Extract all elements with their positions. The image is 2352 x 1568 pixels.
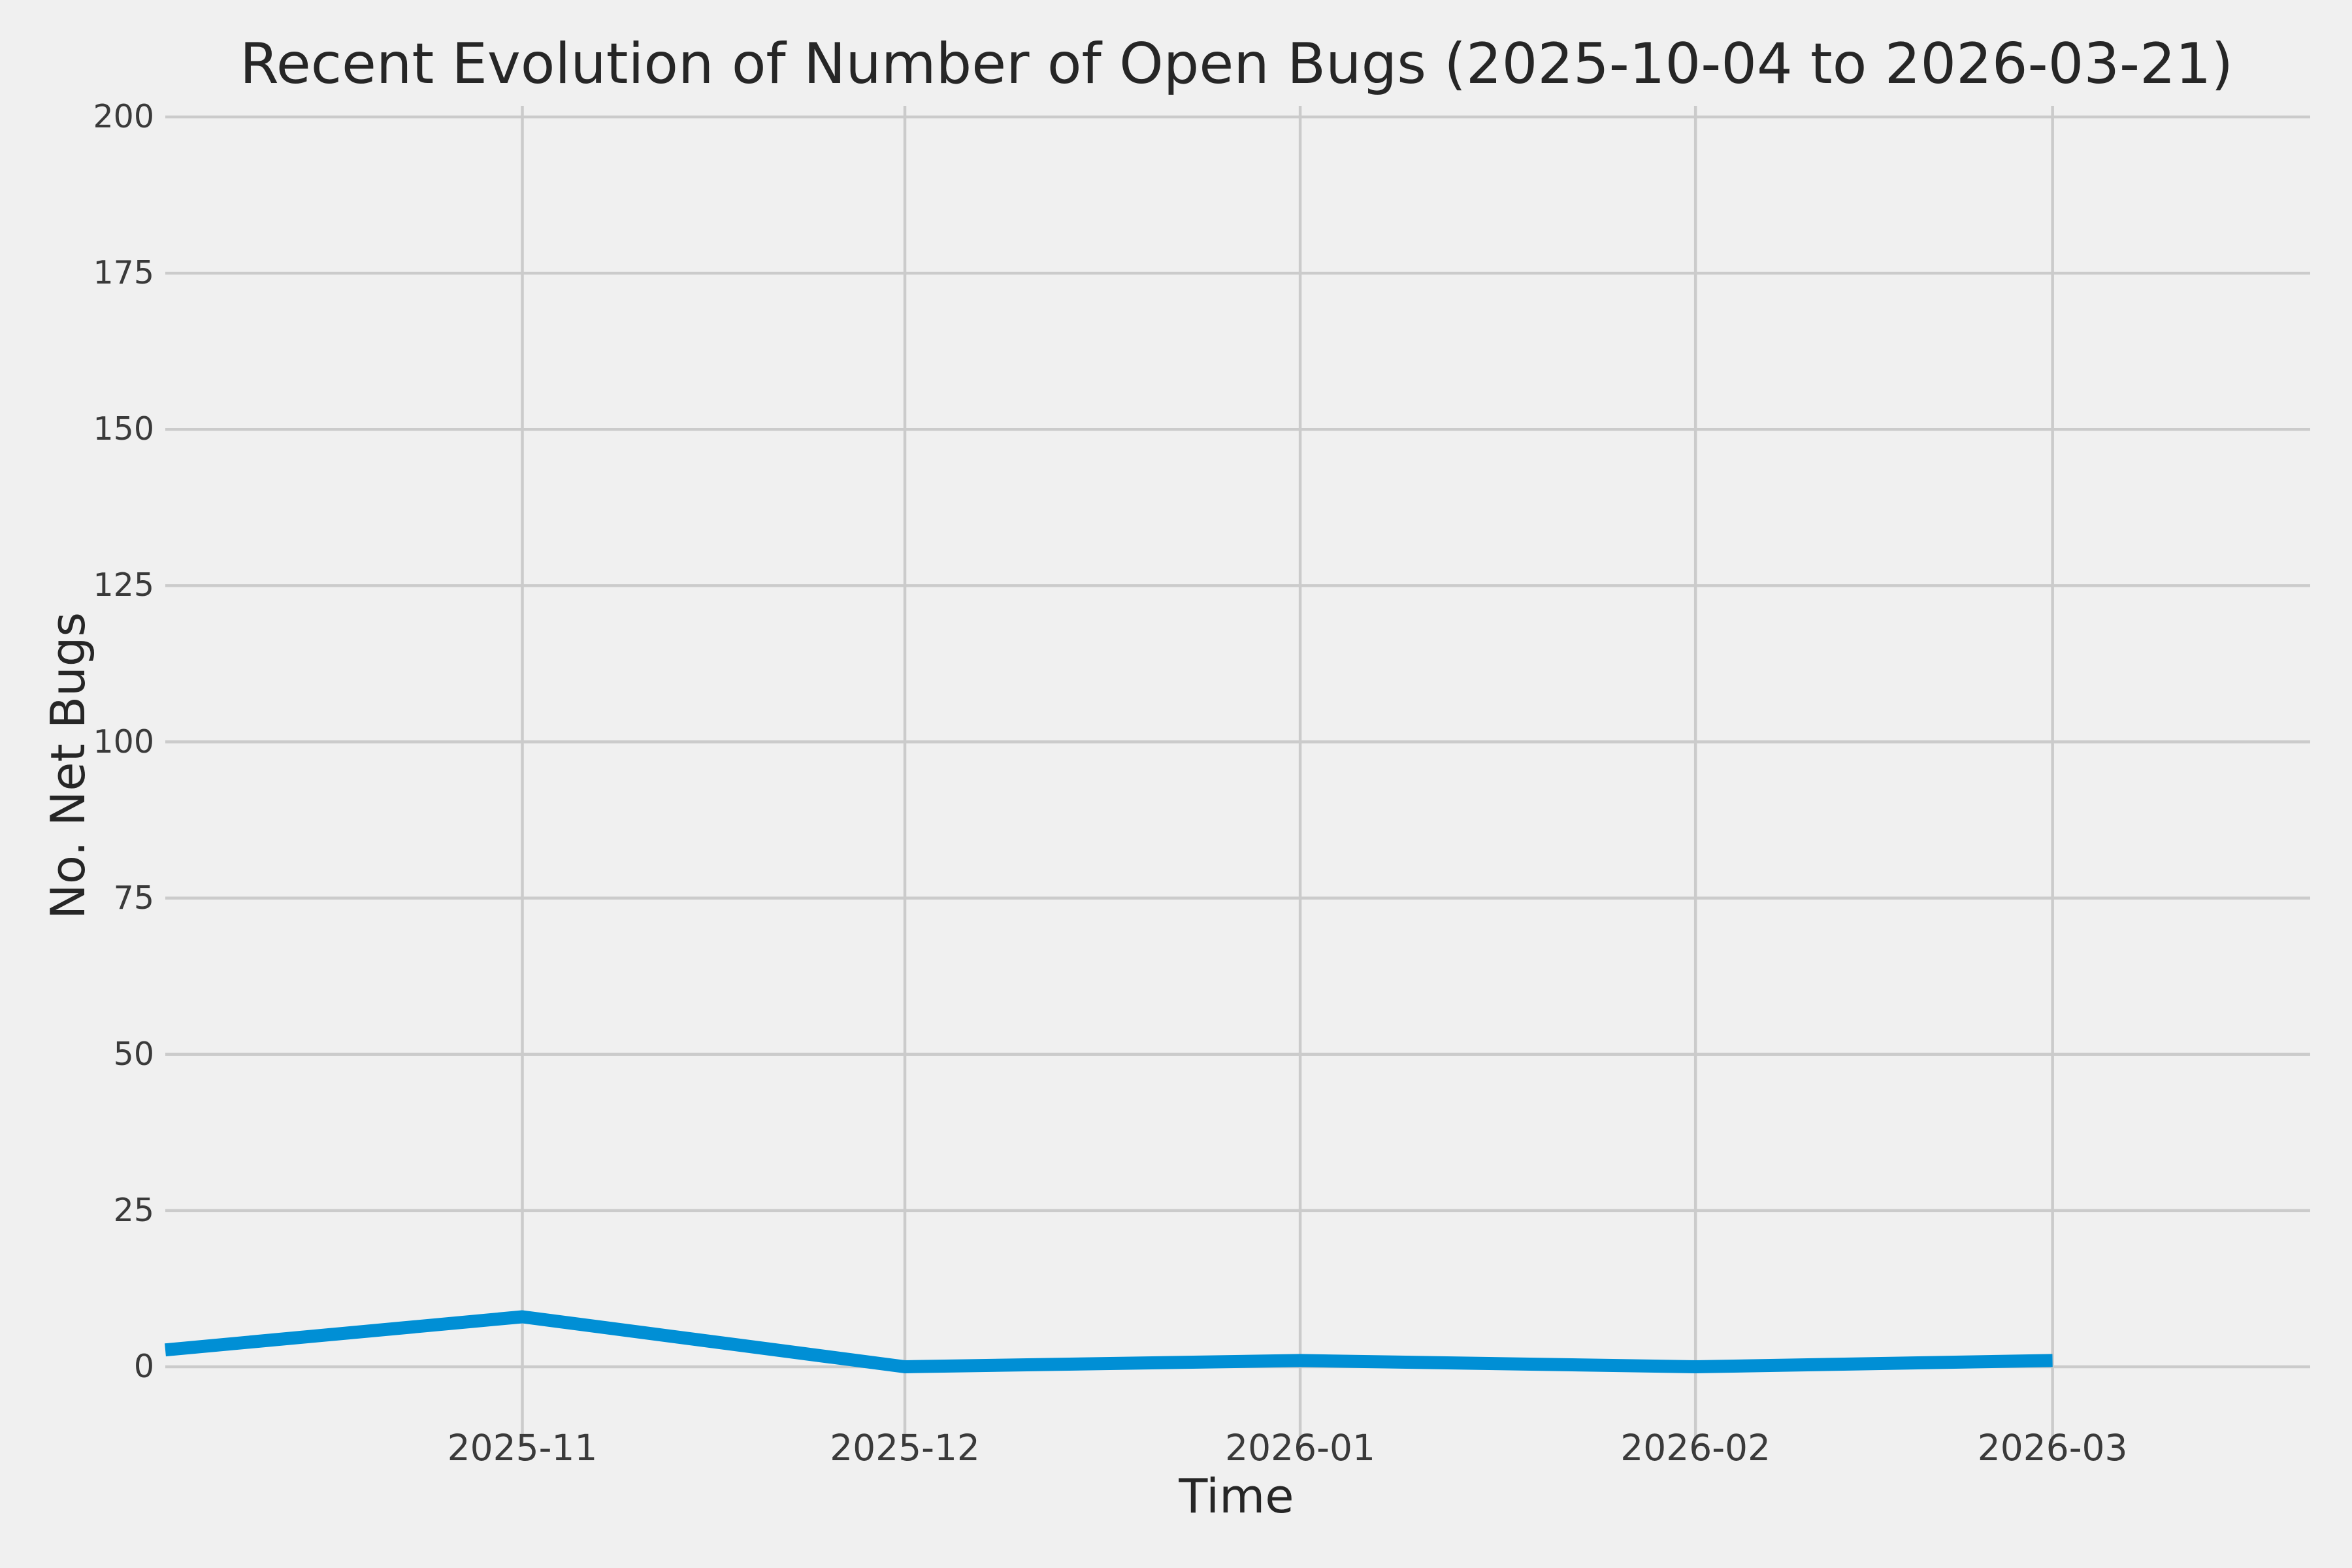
y-tick-label: 200 — [93, 98, 154, 135]
y-tick-label: 0 — [133, 1348, 154, 1385]
y-tick-label: 150 — [93, 410, 154, 448]
y-axis-label: No. Net Bugs — [41, 612, 95, 919]
x-tick-label: 2026-02 — [1620, 1427, 1771, 1469]
y-tick-label: 25 — [113, 1191, 154, 1229]
x-tick-label: 2025-12 — [830, 1427, 980, 1469]
chart-title: Recent Evolution of Number of Open Bugs … — [239, 31, 2234, 97]
y-tick-label: 50 — [113, 1035, 154, 1073]
y-tick-label: 75 — [113, 879, 154, 917]
x-tick-label: 2025-11 — [447, 1427, 598, 1469]
series-line-open-bugs-net — [165, 1310, 2053, 1373]
y-tick-label: 100 — [93, 723, 154, 760]
x-axis-label: Time — [1179, 1469, 1294, 1524]
y-tick-label: 125 — [93, 566, 154, 604]
y-tick-label: 175 — [93, 254, 154, 292]
x-tick-label: 2026-01 — [1225, 1427, 1375, 1469]
x-tick-label: 2026-03 — [1977, 1427, 2128, 1469]
